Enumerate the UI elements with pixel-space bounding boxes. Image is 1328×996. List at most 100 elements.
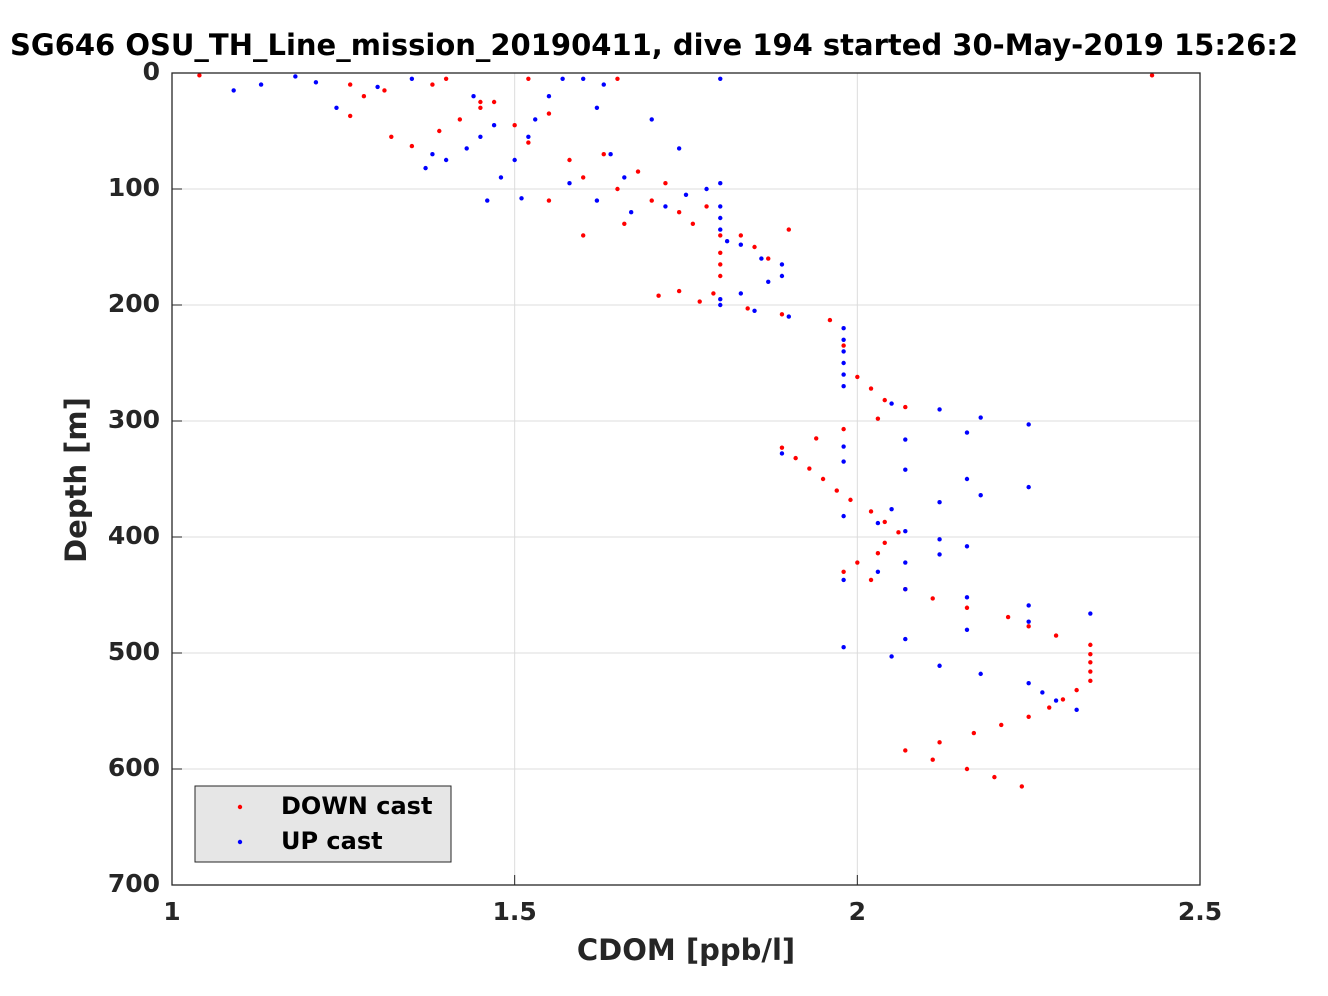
- point: [738, 242, 744, 247]
- point: [1088, 651, 1093, 657]
- grid: 1 1.5 2 2.5 0 100 200 300 400 500 600 700: [108, 57, 1222, 926]
- point: [718, 227, 723, 232]
- point: [930, 596, 935, 601]
- point: [1026, 484, 1031, 490]
- point: [779, 312, 785, 317]
- point: [361, 94, 367, 99]
- point: [903, 437, 908, 442]
- point: [882, 519, 887, 525]
- point: [807, 466, 812, 471]
- legend-swatch: [237, 839, 243, 845]
- y-tick-label: 0: [143, 57, 160, 86]
- point: [704, 204, 709, 209]
- point: [882, 397, 887, 403]
- y-tick-label: 100: [108, 173, 160, 202]
- point: [622, 221, 627, 226]
- y-axis-label: Depth [m]: [59, 397, 93, 563]
- point: [1074, 687, 1079, 693]
- point: [533, 117, 538, 122]
- point: [430, 152, 435, 157]
- point: [1005, 614, 1011, 620]
- point: [937, 552, 942, 557]
- point: [443, 76, 449, 82]
- point: [752, 244, 757, 250]
- point: [608, 152, 613, 157]
- y-tick-label: 700: [108, 869, 160, 898]
- point: [875, 569, 881, 574]
- point: [978, 415, 983, 420]
- point: [1026, 624, 1031, 629]
- point: [903, 467, 908, 472]
- point: [594, 198, 600, 203]
- point: [903, 529, 908, 534]
- point: [1026, 422, 1031, 427]
- point: [964, 605, 970, 610]
- point: [526, 76, 531, 82]
- point: [697, 299, 702, 304]
- point: [1149, 73, 1155, 78]
- point: [382, 88, 387, 93]
- point: [759, 256, 764, 261]
- point: [841, 372, 846, 377]
- point: [992, 774, 997, 780]
- point: [437, 128, 442, 134]
- point: [498, 175, 504, 180]
- point: [868, 509, 874, 514]
- point: [820, 476, 826, 482]
- point: [738, 291, 744, 296]
- point: [711, 291, 716, 296]
- point: [766, 279, 771, 284]
- point: [683, 192, 689, 197]
- point: [779, 273, 785, 279]
- x-tick-label: 1.5: [493, 897, 537, 926]
- point: [718, 204, 723, 209]
- point: [615, 186, 620, 192]
- point: [937, 407, 942, 412]
- point: [601, 152, 606, 157]
- point: [964, 766, 970, 772]
- point: [491, 99, 497, 105]
- point: [546, 198, 552, 203]
- point: [868, 386, 874, 391]
- point: [896, 530, 901, 535]
- point: [841, 384, 846, 389]
- legend-box: [194, 785, 452, 863]
- point: [841, 349, 846, 354]
- point: [615, 76, 620, 82]
- point: [334, 105, 339, 111]
- point: [478, 105, 483, 111]
- point: [581, 175, 586, 180]
- point: [752, 308, 757, 313]
- point: [1088, 669, 1093, 674]
- point: [676, 210, 682, 215]
- point: [814, 436, 819, 441]
- point: [471, 94, 476, 99]
- point: [491, 123, 497, 128]
- point: [676, 288, 682, 294]
- point: [841, 459, 846, 464]
- point: [1053, 633, 1059, 638]
- point: [1040, 690, 1045, 695]
- point: [663, 204, 668, 209]
- point: [656, 293, 661, 298]
- point: [546, 94, 552, 99]
- point: [937, 537, 942, 542]
- point: [313, 80, 319, 85]
- point: [512, 157, 517, 163]
- point: [889, 506, 894, 512]
- point: [567, 181, 572, 186]
- point: [841, 444, 846, 449]
- point: [197, 73, 202, 78]
- point: [841, 343, 846, 348]
- point: [779, 262, 785, 267]
- point: [882, 540, 887, 545]
- point: [786, 314, 791, 319]
- point: [964, 595, 970, 600]
- point: [738, 233, 744, 238]
- point: [1088, 678, 1093, 684]
- y-tick-label: 300: [108, 405, 160, 434]
- point: [1026, 603, 1031, 608]
- point: [718, 250, 723, 255]
- point: [999, 722, 1004, 728]
- y-tick-label: 600: [108, 753, 160, 782]
